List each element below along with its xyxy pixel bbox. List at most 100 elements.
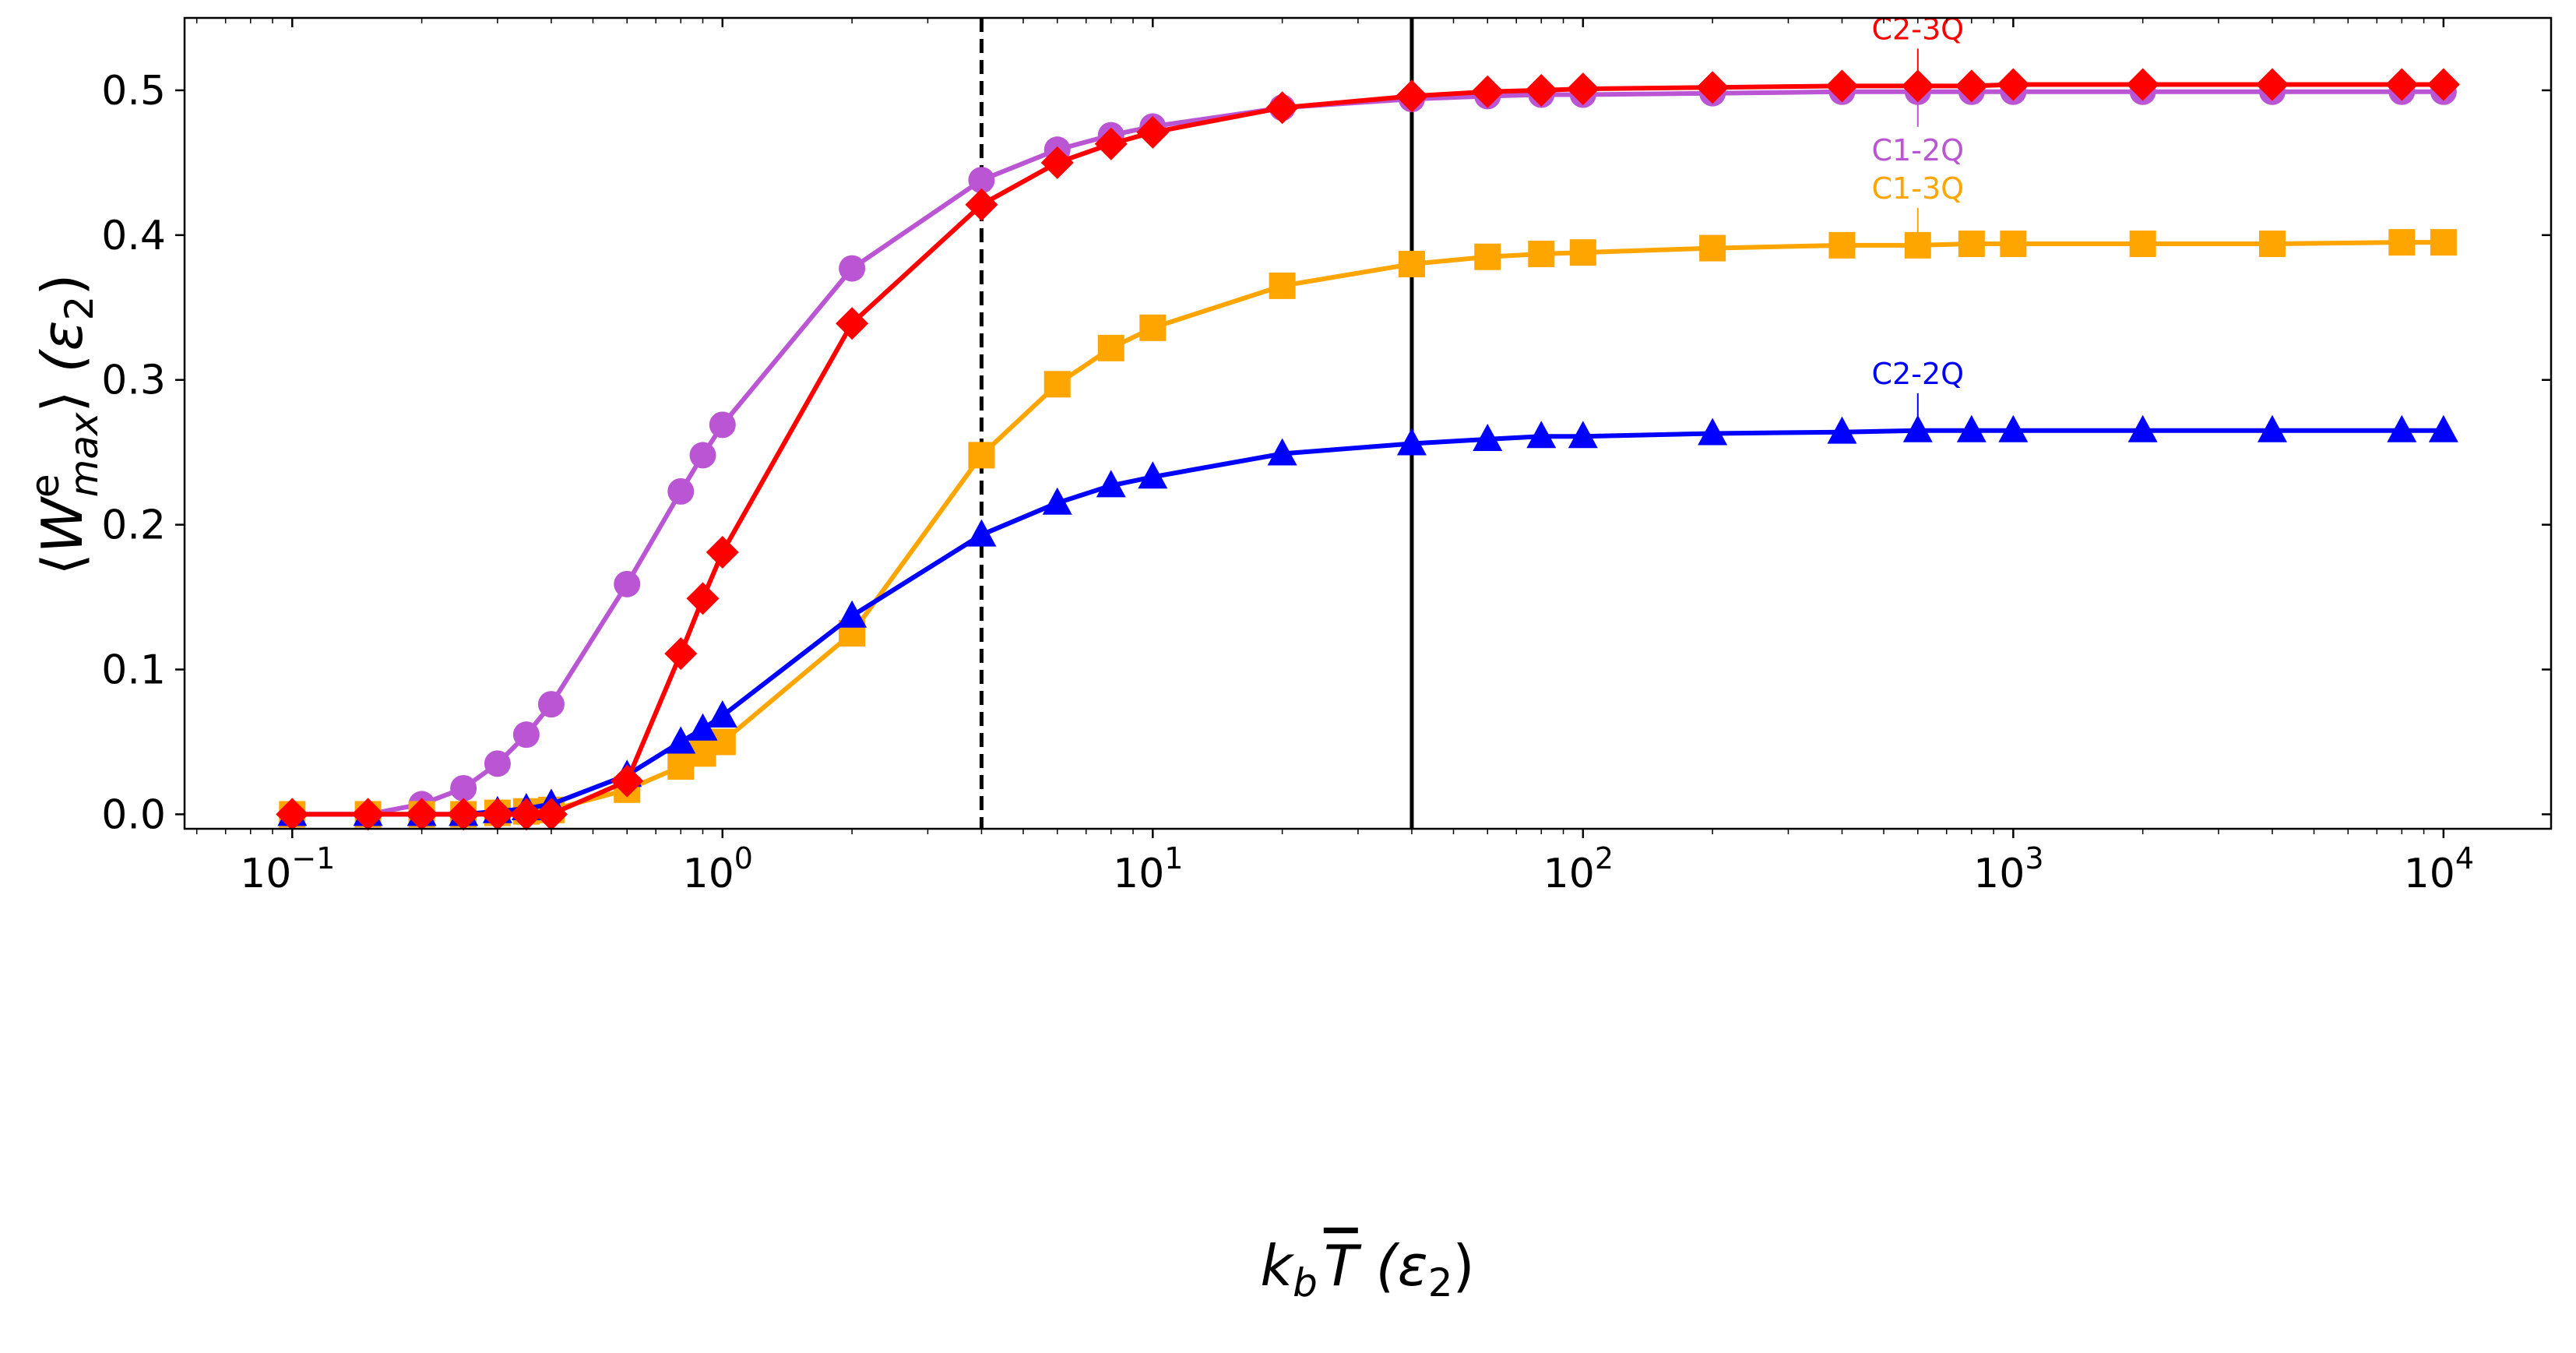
data-point-C2-3Q	[706, 535, 739, 569]
data-point-C2-3Q	[1901, 69, 1934, 103]
annotation-label: C1-3Q	[1872, 171, 1965, 206]
x-tick-exponent: 2	[1595, 841, 1614, 876]
data-point-C2-3Q	[1471, 75, 1504, 108]
data-point-C1-3Q	[1569, 239, 1596, 266]
data-point-C1-3Q	[1398, 251, 1425, 278]
data-point-C1-3Q	[1043, 371, 1071, 398]
data-point-C2-2Q	[1568, 421, 1598, 449]
data-point-C2-3Q	[447, 798, 480, 831]
data-point-C2-3Q	[836, 307, 869, 340]
x-axis-label: kb T (ε2)	[1260, 1233, 1474, 1305]
y-tick-label: 0.5	[101, 68, 166, 115]
data-point-C2-3Q	[1997, 68, 2030, 101]
data-point-C2-2Q	[1998, 414, 2029, 442]
y-axis-label: ⟨Wemax⟩ (ε2)	[23, 274, 107, 576]
data-point-C2-2Q	[1956, 414, 1987, 442]
data-point-C2-2Q	[1902, 414, 1933, 442]
y-label-sup: e	[23, 474, 68, 498]
data-point-C1-2Q	[667, 477, 695, 505]
data-point-C1-3Q	[1828, 231, 1856, 259]
data-point-C1-3Q	[2258, 230, 2286, 257]
data-point-C2-2Q	[1396, 428, 1427, 456]
x-tick-exponent: 4	[2455, 841, 2474, 876]
data-point-C2-3Q	[480, 798, 514, 831]
data-point-C1-2Q	[968, 167, 995, 194]
x-label-k: k	[1260, 1233, 1295, 1298]
data-point-C1-3Q	[2430, 229, 2457, 256]
data-point-C1-3Q	[2000, 230, 2027, 257]
data-point-C2-3Q	[2426, 68, 2460, 101]
x-tick-exponent: 1	[1164, 841, 1183, 876]
x-label-T: T	[1324, 1233, 1362, 1298]
annotation-C1-2Q: C1-2Q	[1872, 103, 1965, 167]
data-point-C1-3Q	[1958, 230, 1985, 257]
data-point-C2-2Q	[1138, 461, 1168, 489]
data-point-C2-2Q	[2257, 414, 2287, 442]
x-tick-label: 103	[1973, 841, 2043, 897]
data-point-C2-3Q	[276, 798, 309, 831]
data-point-C2-2Q	[666, 726, 696, 754]
x-tick-base: 10	[1113, 851, 1164, 897]
data-point-C1-2Q	[512, 721, 540, 749]
data-point-C1-2Q	[839, 255, 866, 282]
data-point-C1-3Q	[1097, 334, 1124, 361]
data-point-C1-3Q	[709, 728, 736, 756]
data-point-C2-3Q	[1395, 79, 1428, 113]
data-point-C1-2Q	[709, 411, 736, 439]
data-point-C1-3Q	[968, 442, 995, 469]
data-point-C2-3Q	[2385, 68, 2419, 101]
x-label-unit-sub: 2	[1428, 1260, 1453, 1305]
data-point-C1-2Q	[484, 750, 511, 777]
x-tick-base: 10	[683, 851, 734, 897]
x-tick-label: 101	[1113, 841, 1183, 897]
data-point-C2-3Q	[611, 764, 644, 798]
data-point-C1-3Q	[1139, 314, 1167, 341]
y-label-unit-sub: 2	[57, 296, 102, 321]
x-tick-label: 104	[2404, 841, 2474, 897]
y-tick-label: 0.0	[101, 791, 166, 838]
data-point-C2-2Q	[1096, 470, 1126, 498]
y-label-open: ⟨	[30, 553, 95, 575]
x-tick-base: 10	[1543, 851, 1595, 897]
series-layer	[276, 68, 2460, 831]
data-point-C1-3Q	[2129, 230, 2156, 257]
x-tick-base: 10	[2404, 851, 2455, 897]
data-point-C1-3Q	[2388, 229, 2416, 256]
annotation-label: C1-2Q	[1872, 133, 1965, 167]
data-point-C2-2Q	[2127, 414, 2158, 442]
data-point-C2-3Q	[686, 582, 720, 615]
data-point-C2-2Q	[837, 600, 867, 628]
y-label-unit-close: )	[30, 274, 95, 296]
data-point-C2-3Q	[1955, 69, 1988, 103]
series-C2-3Q	[276, 68, 2460, 831]
data-point-C1-2Q	[537, 691, 565, 718]
data-point-C2-3Q	[1525, 73, 1558, 107]
data-point-C2-2Q	[688, 713, 718, 741]
data-point-C1-3Q	[1269, 272, 1296, 299]
y-label-unit: (ε	[30, 320, 95, 390]
plot-frame	[183, 16, 2553, 830]
x-tick-exponent: 0	[734, 841, 753, 876]
data-point-C2-2Q	[1827, 416, 1857, 444]
data-point-C2-2Q	[1042, 487, 1072, 515]
x-tick-exponent: −1	[291, 841, 335, 876]
data-point-C2-3Q	[509, 798, 543, 831]
data-point-C2-2Q	[966, 519, 997, 547]
y-tick-label: 0.4	[101, 213, 166, 259]
data-point-C2-3Q	[405, 798, 438, 831]
data-point-C2-2Q	[2428, 414, 2458, 442]
data-point-C2-3Q	[1136, 115, 1170, 149]
x-tick-label: 10−1	[240, 841, 335, 897]
data-point-C1-2Q	[614, 570, 641, 597]
data-point-C2-3Q	[1566, 72, 1599, 106]
data-point-C2-3Q	[1040, 146, 1074, 179]
data-point-C2-2Q	[2387, 414, 2417, 442]
x-label-unit: (ε	[1358, 1233, 1428, 1298]
data-point-C2-3Q	[965, 188, 998, 221]
y-label-W: W	[30, 495, 95, 553]
y-label-sub: max	[62, 412, 107, 497]
data-point-C2-3Q	[534, 798, 568, 831]
data-point-C2-3Q	[2126, 68, 2159, 101]
data-point-C2-2Q	[707, 700, 737, 728]
